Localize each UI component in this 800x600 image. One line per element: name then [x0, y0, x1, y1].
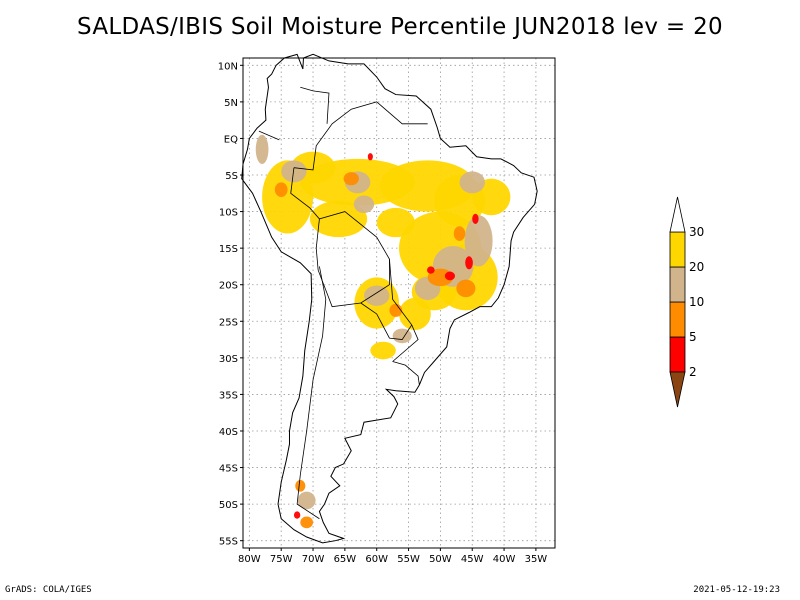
lat-tick-label: 30S: [219, 354, 238, 365]
latitude-tick-labels: 10N 5N EQ 5S 10S 15S 20S 25S 30S 35S 40S 45S 50S 55S: [218, 61, 243, 548]
country-border: [258, 130, 280, 141]
lon-tick-label: 45W: [461, 554, 484, 565]
coastline: [241, 53, 538, 544]
colorbar-box-10_20: [669, 266, 686, 303]
percentile-patch-5_10: [453, 226, 466, 241]
lat-tick-label: 50S: [219, 500, 238, 511]
percentile-patch-5_10: [343, 172, 359, 186]
lon-tick-label: 55W: [397, 554, 420, 565]
lon-tick-label: 80W: [238, 554, 261, 565]
percentile-patch-5_10: [389, 303, 403, 317]
lon-tick-label: 35W: [525, 554, 548, 565]
colorbar-bottom-arrow: [669, 371, 686, 408]
colorbar-label: 5: [689, 330, 697, 344]
percentile-patch-10_20: [392, 328, 412, 344]
longitude-tick-labels: 80W 75W 70W 65W 60W 55W 50W 45W 40W 35W: [238, 548, 547, 565]
render-timestamp: 2021-05-12-19:23: [693, 585, 780, 595]
map-title: SALDAS/IBIS Soil Moisture Percentile JUN…: [77, 14, 723, 40]
colorbar-label: 20: [689, 260, 704, 274]
lat-tick-label: 55S: [219, 537, 238, 548]
percentile-patch-10_20: [281, 160, 307, 183]
percentile-patch-2_5: [427, 266, 435, 274]
soil-moisture-field: [255, 134, 511, 529]
country-border: [293, 101, 428, 171]
lat-tick-label: 35S: [219, 390, 238, 401]
percentile-patch-10_20: [464, 215, 493, 267]
lat-tick-label: 25S: [219, 317, 238, 328]
lat-tick-label: 20S: [219, 281, 238, 292]
percentile-patch-2_5: [367, 153, 373, 161]
software-credit: GrADS: COLA/IGES: [5, 585, 92, 595]
country-border: [360, 302, 413, 340]
lat-tick-label: 45S: [219, 464, 238, 475]
colorbar-legend: 2 5 10 20 30: [669, 196, 704, 408]
lon-tick-label: 50W: [429, 554, 452, 565]
percentile-patch-5_10: [456, 279, 476, 298]
percentile-patch-2_5: [472, 213, 479, 225]
colorbar-box-5_10: [669, 301, 686, 338]
percentile-patch-10_20: [363, 285, 390, 306]
percentile-patch-2_5: [444, 271, 456, 281]
percentile-patch-5_10: [300, 516, 314, 529]
percentile-patch-20_30: [376, 207, 415, 238]
country-border: [392, 361, 420, 385]
percentile-patch-20_30: [370, 341, 396, 360]
percentile-patch-10_20: [255, 134, 269, 165]
lon-tick-label: 65W: [334, 554, 357, 565]
colorbar-label: 30: [689, 225, 704, 239]
lat-tick-label: 15S: [219, 244, 238, 255]
country-border: [300, 86, 330, 124]
lat-tick-label: 10N: [218, 61, 238, 72]
lat-tick-label: 5S: [225, 171, 238, 182]
lat-tick-label: EQ: [224, 134, 238, 145]
colorbar-box-2_5: [669, 336, 686, 373]
percentile-patch-10_20: [353, 195, 375, 214]
lon-tick-label: 40W: [493, 554, 516, 565]
lat-tick-label: 10S: [219, 208, 238, 219]
lon-tick-label: 70W: [302, 554, 325, 565]
colorbar-box-20_30: [669, 231, 686, 268]
lat-tick-label: 40S: [219, 427, 238, 438]
percentile-patch-5_10: [274, 182, 288, 197]
country-border: [290, 167, 419, 362]
lon-tick-label: 75W: [270, 554, 293, 565]
country-border: [315, 218, 390, 308]
colorbar-label: 10: [689, 295, 704, 309]
percentile-patch-20_30: [309, 200, 368, 238]
percentile-patch-10_20: [459, 171, 485, 194]
percentile-patch-5_10: [295, 479, 306, 492]
south-america-coastline: [241, 53, 538, 544]
lon-tick-label: 60W: [365, 554, 388, 565]
percentile-patch-2_5: [465, 256, 473, 270]
country-border: [296, 266, 327, 520]
lat-tick-label: 5N: [224, 98, 238, 109]
map-frame: [242, 57, 556, 549]
colorbar-label: 2: [689, 365, 697, 379]
colorbar-top-arrow: [669, 196, 686, 233]
percentile-patch-20_30: [399, 297, 431, 331]
percentile-patch-10_20: [297, 491, 316, 510]
percentile-patch-2_5: [293, 511, 301, 519]
